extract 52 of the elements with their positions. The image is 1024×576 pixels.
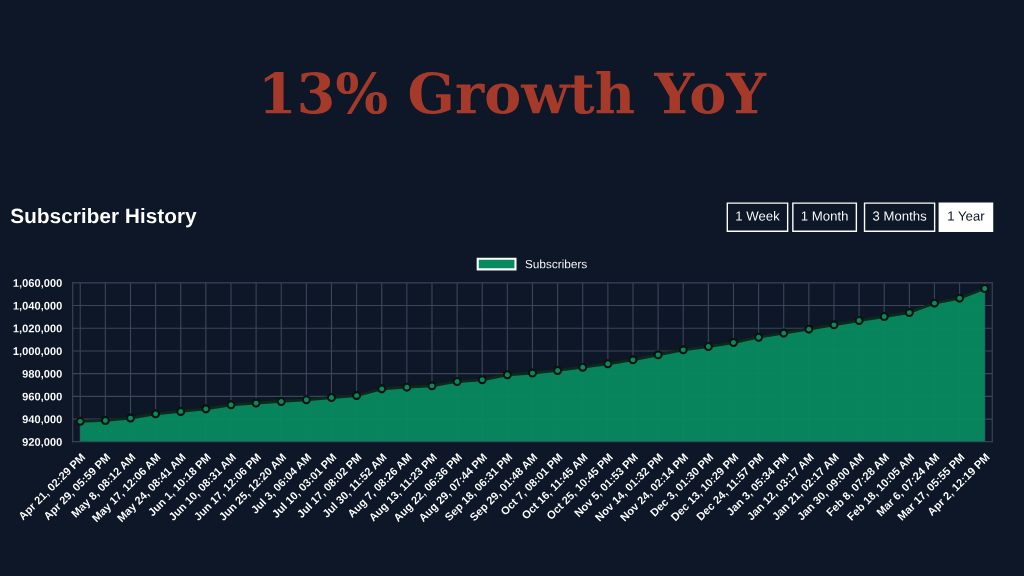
point	[804, 324, 814, 334]
point	[276, 396, 286, 406]
point	[980, 283, 990, 294]
point	[452, 376, 462, 387]
y-tick-label: 920,000	[22, 438, 62, 448]
point	[728, 338, 738, 348]
point	[377, 384, 387, 394]
text: 1 Year	[948, 211, 985, 221]
point	[301, 395, 311, 405]
y-tick-label: 960,000	[22, 392, 62, 403]
point	[678, 345, 688, 355]
point	[553, 365, 563, 375]
text: 1 Week	[736, 211, 780, 221]
point	[176, 406, 186, 416]
point	[352, 391, 362, 401]
point	[955, 293, 965, 303]
chart-subtitle: Subscriber History	[10, 208, 197, 228]
point	[829, 320, 839, 330]
point	[75, 416, 85, 426]
point	[929, 298, 939, 308]
point	[100, 415, 110, 425]
point	[628, 355, 638, 365]
point	[402, 382, 412, 392]
point	[578, 362, 588, 372]
text: 3 Months	[872, 211, 927, 221]
chart-title: 13% Growth YoY	[264, 71, 767, 115]
point	[854, 316, 864, 326]
point	[477, 375, 487, 385]
point	[653, 350, 663, 360]
point	[904, 308, 914, 318]
point	[879, 312, 889, 322]
point	[603, 359, 613, 369]
point	[502, 370, 512, 380]
point	[427, 381, 437, 391]
y-tick-label: 1,020,000	[13, 324, 62, 334]
point	[251, 398, 261, 408]
point	[151, 409, 161, 419]
point	[201, 404, 211, 414]
text: 1 Month	[801, 211, 848, 221]
legend-label: Subscribers	[525, 259, 587, 269]
point	[703, 342, 713, 352]
point	[125, 413, 135, 423]
point	[527, 368, 537, 378]
y-tick-label: 1,040,000	[13, 301, 62, 312]
point	[326, 392, 336, 403]
y-tick-label: 1,060,000	[13, 279, 62, 289]
point	[226, 400, 236, 410]
point	[779, 328, 789, 338]
point	[754, 332, 764, 342]
y-tick-label: 940,000	[22, 415, 62, 425]
y-tick-label: 980,000	[22, 369, 62, 380]
y-tick-label: 1,000,000	[13, 347, 62, 357]
